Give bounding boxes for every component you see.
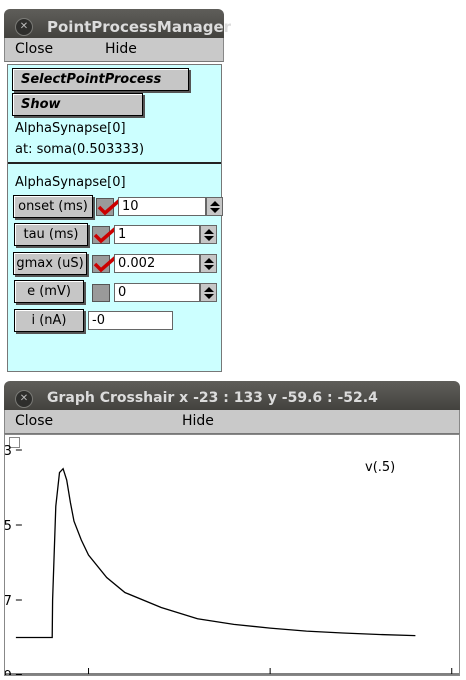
y-tick-label: -53 — [5, 444, 12, 459]
point-process-manager-window: ✕ PointProcessManager Close Hide SelectP… — [4, 9, 231, 373]
legend-label: v(.5) — [365, 460, 395, 475]
tau-value-field[interactable]: 1 — [114, 225, 200, 244]
ppm-menu-hide[interactable]: Hide — [105, 41, 137, 57]
tau-checkbox[interactable] — [92, 225, 119, 244]
show-button[interactable]: Show — [12, 93, 143, 116]
e-value-field[interactable]: 0 — [114, 283, 200, 302]
onset-checkbox[interactable] — [96, 197, 123, 216]
onset-button[interactable]: onset (ms) — [13, 195, 93, 218]
tau-button[interactable]: tau (ms) — [14, 223, 88, 246]
ppm-menu-close[interactable]: Close — [15, 41, 54, 57]
panel-separator — [8, 162, 221, 164]
up-down-arrows-icon — [204, 229, 214, 241]
e-checkbox[interactable] — [92, 284, 110, 302]
checkmark-icon — [93, 225, 119, 244]
graph-menu-close[interactable]: Close — [15, 413, 54, 429]
ppm-close-icon[interactable]: ✕ — [15, 18, 33, 36]
section-title: AlphaSynapse[0] — [15, 175, 126, 190]
ppm-window-title: PointProcessManager — [47, 18, 232, 36]
select-point-process-button[interactable]: SelectPointProcess — [12, 68, 189, 91]
graph-window-title: Graph Crosshair x -23 : 133 y -59.6 : -5… — [47, 390, 378, 406]
graph-titlebar[interactable]: ✕ Graph Crosshair x -23 : 133 y -59.6 : … — [4, 381, 460, 415]
up-down-arrows-icon — [204, 287, 214, 299]
i-button[interactable]: i (nA) — [14, 309, 84, 332]
checkmark-icon — [93, 254, 119, 273]
y-tick-label: -55 — [5, 519, 12, 534]
e-stepper[interactable] — [200, 283, 217, 302]
graph-canvas[interactable]: -53-55-57-592070120v(.5) — [4, 434, 460, 676]
e-button[interactable]: e (mV) — [14, 280, 84, 303]
up-down-arrows-icon — [204, 258, 214, 270]
graph-window: ✕ Graph Crosshair x -23 : 133 y -59.6 : … — [4, 381, 460, 677]
gmax-checkbox[interactable] — [92, 254, 119, 273]
gmax-button[interactable]: gmax (uS) — [13, 252, 87, 275]
gmax-stepper[interactable] — [200, 254, 217, 273]
process-location: at: soma(0.503333) — [15, 142, 145, 157]
series-line-v(.5) — [15, 467, 416, 639]
ppm-panel: SelectPointProcess Show AlphaSynapse[0] … — [7, 64, 223, 372]
i-value-field: -0 — [88, 311, 173, 330]
graph-close-icon[interactable]: ✕ — [15, 390, 33, 408]
graph-menu-hide[interactable]: Hide — [182, 413, 214, 429]
up-down-arrows-icon — [210, 201, 220, 213]
y-tick-label: -59 — [5, 669, 12, 675]
process-name: AlphaSynapse[0] — [15, 121, 126, 136]
checkmark-icon — [97, 197, 123, 216]
graph-menubar: Close Hide — [4, 410, 460, 434]
ppm-titlebar[interactable]: ✕ PointProcessManager — [4, 9, 231, 43]
gmax-value-field[interactable]: 0.002 — [114, 254, 200, 273]
y-tick-label: -57 — [5, 594, 12, 609]
ppm-menubar: Close Hide — [4, 38, 224, 62]
onset-value-field[interactable]: 10 — [118, 197, 206, 216]
onset-stepper[interactable] — [206, 197, 223, 216]
tau-stepper[interactable] — [200, 225, 217, 244]
graph-corner-box[interactable] — [9, 437, 20, 448]
voltage-plot: -53-55-57-592070120v(.5) — [5, 444, 459, 675]
